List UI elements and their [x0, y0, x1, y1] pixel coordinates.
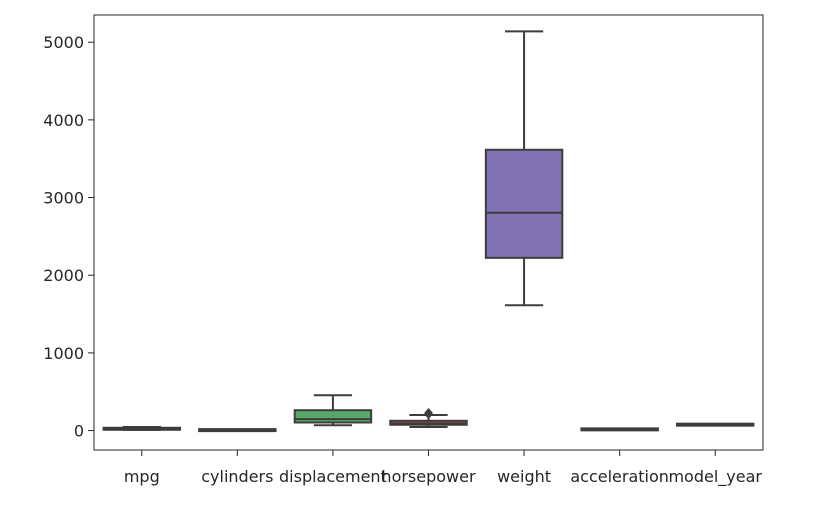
- x-tick-label-mpg: mpg: [124, 467, 160, 486]
- y-tick-label: 3000: [43, 189, 84, 208]
- box-marks: [102, 30, 755, 433]
- outlier-point: [424, 407, 433, 418]
- box-iqr: [293, 409, 373, 424]
- x-tick-label-model_year: model_year: [668, 467, 762, 487]
- box-horsepower: [389, 407, 468, 429]
- box-acceleration: [580, 427, 659, 432]
- box-model_year: [675, 422, 755, 427]
- y-tick-label: 4000: [43, 111, 84, 130]
- y-tick-label: 2000: [43, 266, 84, 285]
- y-tick-label: 0: [74, 422, 84, 441]
- x-tick-label-acceleration: acceleration: [570, 467, 669, 486]
- box-weight: [484, 30, 564, 307]
- y-axis: 0 1000 2000 3000 4000 5000: [43, 33, 94, 441]
- box-displacement: [293, 394, 373, 427]
- box-cylinders: [198, 428, 277, 433]
- plot-area: [93, 14, 764, 451]
- x-tick-label-horsepower: horsepower: [381, 467, 476, 486]
- x-tick-label-weight: weight: [497, 467, 551, 486]
- x-tick-label-displacement: displacement: [279, 467, 387, 486]
- y-tick-label: 5000: [43, 33, 84, 52]
- box-mpg: [102, 425, 182, 431]
- x-tick-label-cylinders: cylinders: [201, 467, 273, 486]
- y-tick-label: 1000: [43, 344, 84, 363]
- box-iqr: [484, 148, 564, 259]
